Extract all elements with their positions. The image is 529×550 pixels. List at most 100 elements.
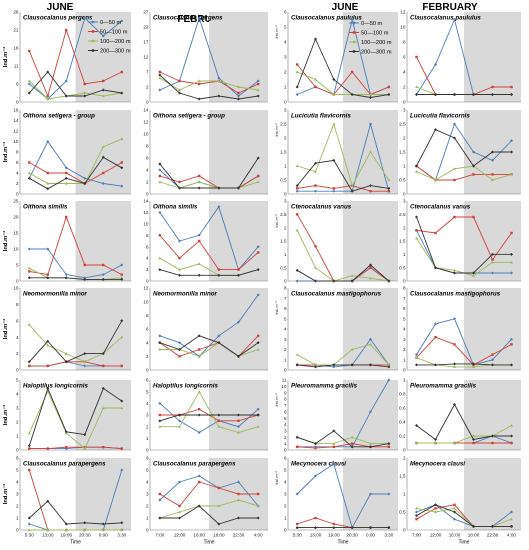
x-tick-label: 22:30 [487,533,499,538]
data-point [295,353,299,356]
data-point [101,386,105,390]
y-tick-label: 15 [13,231,19,236]
y-tick-label: 0 [16,448,19,453]
data-point [314,77,317,81]
y-tick-label: 22 [143,25,149,30]
data-point [369,190,372,193]
data-point [256,156,260,160]
x-tick-label: 0:00 [366,533,375,538]
y-tick-label: 3 [403,337,406,342]
legend: 0—50 m 50—100 m 100—200 m 200—300 m [88,20,131,55]
data-point [120,166,124,170]
y-tick-label: 2 [146,504,149,509]
y-tick-label: 5 [284,468,287,473]
y-tick-label: 4 [284,327,287,332]
data-point [472,438,475,441]
data-point [178,425,181,428]
data-point [197,431,201,434]
data-point [387,186,391,190]
y-tick-label: 5 [16,263,19,268]
data-point [217,268,221,271]
data-point [453,441,456,445]
data-point [415,363,418,367]
data-point [295,526,299,530]
y-tick-label: 6 [284,456,287,461]
y-tick-label: 0.4 [399,420,406,425]
y-tick-label: 5 [284,25,287,30]
y-tick-label: 2 [146,354,149,359]
series-line-4 [416,403,512,441]
y-tick-label: 6 [146,156,149,161]
panel-title: Haloptilus longicornis [23,383,89,390]
series-line-2 [416,336,512,366]
data-point [178,273,181,277]
series-line-1 [159,475,259,507]
y-tick-label: 0 [146,448,149,453]
data-point [472,434,475,438]
legend-marker [91,30,95,33]
data-point [64,166,68,170]
y-tick-label: 2 [403,136,406,141]
data-point [28,364,31,368]
data-point [83,447,87,450]
data-point [387,378,391,382]
data-point [415,353,418,357]
y-tick-label: 0.6 [399,406,406,411]
data-point [217,79,221,83]
data-point [256,407,260,411]
data-point [332,189,336,193]
y-tick-label: 0.2 [399,434,406,439]
data-point [453,18,456,21]
data-point [314,446,317,450]
data-point [369,442,372,445]
data-point [350,435,354,439]
data-point [178,91,181,95]
data-point [237,273,240,277]
y-tick-label: 17 [143,40,149,45]
data-point [46,499,50,503]
data-point [158,256,162,260]
data-point [453,503,456,506]
legend-label: 100—200 m [361,40,392,46]
x-tick-label: 4:00 [507,533,516,538]
y-tick-label: 27 [143,10,149,15]
series-line-1 [416,318,512,366]
panel-title: Clausocalanus parapergens [153,461,236,468]
data-point [197,174,201,178]
data-point [369,363,372,367]
data-point [101,522,105,526]
data-point [453,343,456,346]
data-point [256,293,260,297]
data-point [369,410,372,414]
data-point [434,266,437,270]
data-point [178,480,181,484]
data-point [28,161,31,164]
panel-c2r1: 0 0.5 1 1.5 2 2.5 3 Lucicutia flavicornis Ind. m… [275,108,398,197]
y-axis-title: Ind.m⁻³ [2,319,9,340]
data-point [434,178,437,182]
data-point [178,239,181,243]
data-point [101,34,105,38]
data-point [46,187,50,191]
y-tick-label: 5 [284,416,287,421]
data-point [178,419,181,423]
night-shading [75,380,131,450]
x-tick-label: 12:00 [430,533,442,538]
series-line-4 [416,129,512,167]
y-tick-label: 0 [284,368,287,373]
panel-title: Clausocalanus paululus [410,15,481,22]
data-point [101,94,105,98]
y-tick-label: 5 [403,316,406,321]
x-tick-label: 0:00 [99,533,108,538]
data-point [83,277,87,281]
data-point [314,161,317,165]
y-tick-label: 0 [403,528,406,533]
data-point [332,429,336,433]
y-tick-label: 3 [284,429,287,434]
y-tick-label: 3 [284,492,287,497]
data-point [295,93,299,96]
y-tick-label: 1 [146,516,149,521]
data-point [415,55,418,59]
legend-marker [91,49,95,52]
